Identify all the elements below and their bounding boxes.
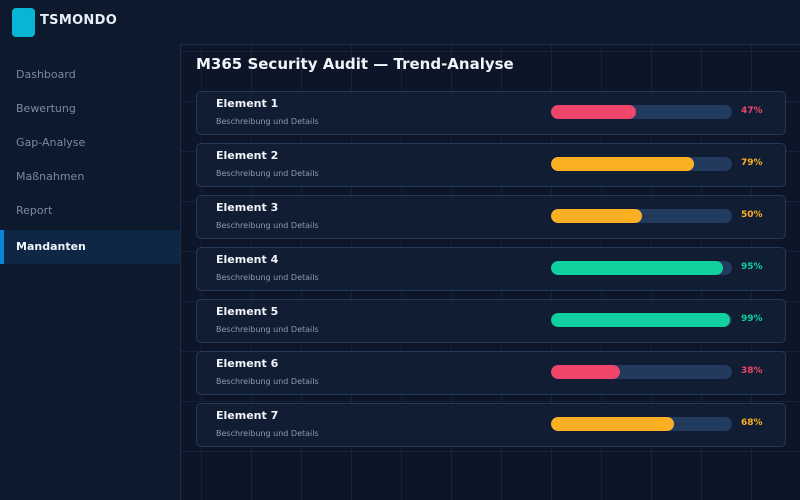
sidebar: Dashboard Bewertung Gap-Analyse Maßnahme… [0,44,180,500]
list-item[interactable]: Element 6 Beschreibung und Details 38% [196,351,786,395]
progress-track [551,313,732,327]
progress-percent: 68% [741,418,763,428]
list-item[interactable]: Element 4 Beschreibung und Details 95% [196,247,786,291]
progress-fill [551,417,675,431]
progress-percent: 50% [741,210,763,220]
progress-percent: 38% [741,366,763,376]
item-title: Element 1 [216,97,279,110]
progress-track [551,209,732,223]
item-description: Beschreibung und Details [216,169,319,178]
progress-fill [551,105,637,119]
main-content: M365 Security Audit — Trend-Analyse Elem… [180,44,800,500]
progress-track [551,105,732,119]
list-item[interactable]: Element 5 Beschreibung und Details 99% [196,299,786,343]
sidebar-item-massnahmen[interactable]: Maßnahmen [16,170,85,183]
list-item[interactable]: Element 1 Beschreibung und Details 47% [196,91,786,135]
progress-percent: 79% [741,158,763,168]
list-item[interactable]: Element 7 Beschreibung und Details 68% [196,403,786,447]
item-title: Element 4 [216,253,279,266]
brand-name: TSMONDO [40,13,118,28]
list-item[interactable]: Element 2 Beschreibung und Details 79% [196,143,786,187]
page-title: M365 Security Audit — Trend-Analyse [196,55,514,73]
progress-fill [551,209,642,223]
progress-percent: 95% [741,262,763,272]
item-title: Element 2 [216,149,279,162]
progress-track [551,261,732,275]
progress-fill [551,261,723,275]
progress-track [551,365,732,379]
top-bar: TSMONDO [0,0,800,44]
item-title: Element 3 [216,201,279,214]
item-description: Beschreibung und Details [216,117,319,126]
sidebar-item-dashboard[interactable]: Dashboard [16,68,76,81]
progress-percent: 47% [741,106,763,116]
logo-icon [12,8,35,37]
item-description: Beschreibung und Details [216,377,319,386]
item-description: Beschreibung und Details [216,429,319,438]
progress-track [551,417,732,431]
item-title: Element 7 [216,409,279,422]
progress-fill [551,157,694,171]
sidebar-item-bewertung[interactable]: Bewertung [16,102,76,115]
sidebar-item-report[interactable]: Report [16,204,53,217]
item-title: Element 5 [216,305,279,318]
item-description: Beschreibung und Details [216,325,319,334]
item-title: Element 6 [216,357,279,370]
progress-percent: 99% [741,314,763,324]
progress-fill [551,365,620,379]
sidebar-item-mandanten[interactable]: Mandanten [0,230,180,264]
progress-track [551,157,732,171]
item-description: Beschreibung und Details [216,221,319,230]
item-description: Beschreibung und Details [216,273,319,282]
list-item[interactable]: Element 3 Beschreibung und Details 50% [196,195,786,239]
progress-fill [551,313,731,327]
sidebar-item-gap-analyse[interactable]: Gap-Analyse [16,136,86,149]
